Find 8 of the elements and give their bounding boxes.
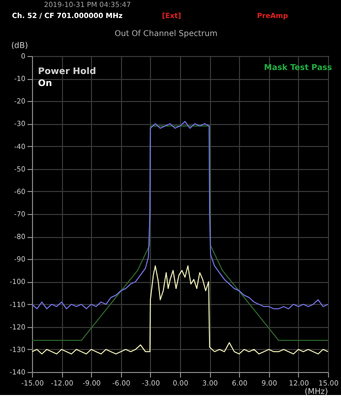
annotation: On [38,79,52,89]
chart-title: Out Of Channel Spectrum [114,29,218,38]
annotation: Mask Test Pass [264,63,332,72]
y-axis-title: (dB) [11,41,28,50]
line-series [32,265,328,354]
annotation: Power Hold [38,67,96,77]
line-series [32,120,328,310]
x-axis-title: (MHz) [304,387,328,396]
